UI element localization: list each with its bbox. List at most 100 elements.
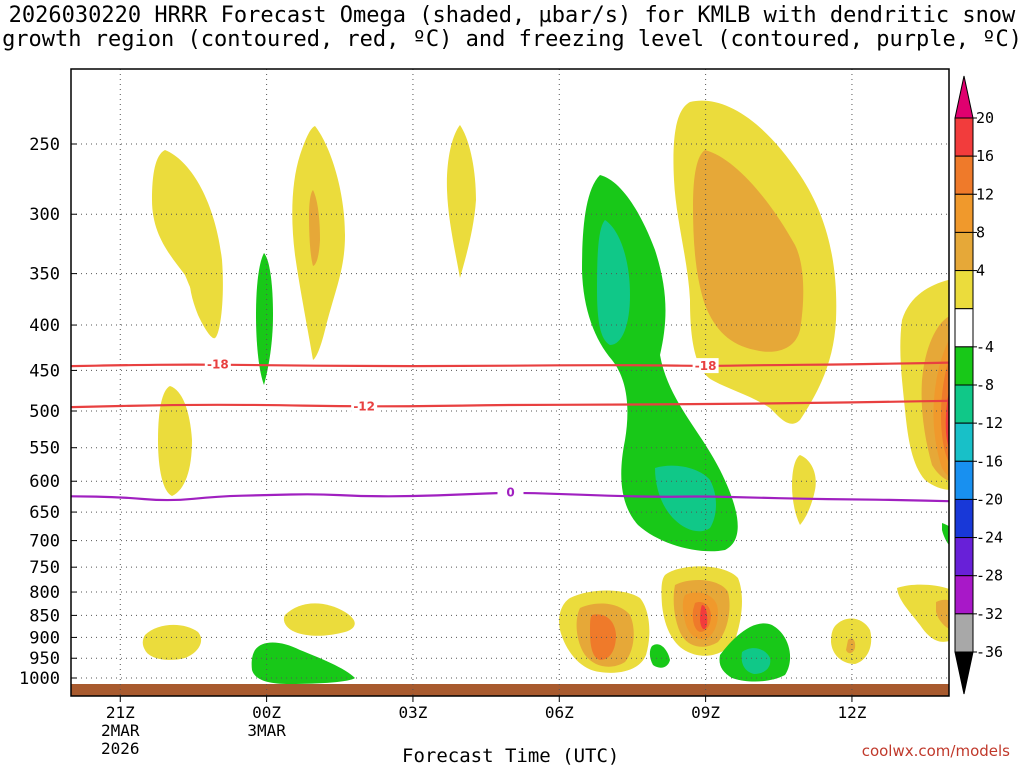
x-tick-sublabel: 3MAR: [247, 721, 286, 740]
colorbar-bottom-arrow: [954, 651, 974, 695]
y-tick-label: 500: [29, 402, 60, 422]
colorbar-label: -20: [976, 490, 1003, 508]
colorbar-bin: [954, 270, 974, 310]
y-tick-label: 550: [29, 439, 60, 459]
omega-downward-region: [597, 220, 630, 345]
x-tick-label: 06Z: [545, 703, 574, 722]
colorbar-top-arrow: [954, 75, 974, 119]
x-tick-label: 21Z: [106, 703, 135, 722]
omega-upward-region: [152, 150, 223, 338]
contour-label-bg: [351, 398, 378, 414]
contour-label-bg: [692, 358, 719, 374]
omega-upward-region: [936, 599, 949, 629]
y-tick-label: 450: [29, 361, 60, 381]
y-tick-label: 700: [29, 532, 60, 552]
omega-downward-region: [942, 523, 949, 546]
colorbar-label: 4: [976, 262, 985, 280]
colorbar-bin: [954, 117, 974, 157]
surface-strip: [71, 684, 949, 696]
plot-frame: [70, 68, 950, 697]
omega-upward-region: [142, 624, 202, 660]
contour-freezing-level: [71, 491, 949, 503]
y-tick-label: 850: [29, 606, 60, 626]
omega-upward-region: [189, 270, 215, 339]
colorbar-bin: [954, 193, 974, 233]
colorbar-label: 8: [976, 223, 985, 241]
colorbar-bin: [954, 384, 974, 424]
x-tick-label: 00Z: [252, 703, 281, 722]
omega-upward-region: [446, 125, 476, 278]
contour-label-bg: [204, 356, 231, 372]
x-tick-label: 03Z: [398, 703, 427, 722]
contour-dgz-minus12: [71, 399, 949, 409]
omega-downward-region: [649, 644, 670, 668]
omega-upward-region: [792, 455, 816, 525]
colorbar-bin: [954, 346, 974, 386]
y-tick-label: 300: [29, 205, 60, 225]
colorbar-label: 16: [976, 147, 994, 165]
y-tick-label: 800: [29, 583, 60, 603]
omega-upward-region: [945, 391, 949, 449]
colorbar-label: -4: [976, 338, 994, 356]
chart-title: 2026030220 HRRR Forecast Omega (shaded, …: [0, 4, 1024, 52]
y-tick-label: 950: [29, 649, 60, 669]
y-tick-label: 650: [29, 503, 60, 523]
y-tick-label: 400: [29, 316, 60, 336]
colorbar-label: 12: [976, 185, 994, 203]
omega-upward-region: [158, 386, 192, 496]
colorbar: 20 16 12 8 4 -4 -8 -12 -16 -20 -24 -28 -32 -36: [954, 75, 1003, 695]
x-axis-title: Forecast Time (UTC): [402, 745, 620, 767]
omega-upward-region: [897, 584, 949, 642]
omega-downward-region: [251, 642, 355, 684]
y-tick-label: 250: [29, 135, 60, 155]
colorbar-bin: [954, 498, 974, 539]
y-tick-label: 750: [29, 558, 60, 578]
x-tick-label: 09Z: [691, 703, 720, 722]
colorbar-label: -12: [976, 414, 1003, 432]
omega-upward-region: [700, 605, 708, 630]
contour-dgz-minus18: [71, 361, 949, 368]
contour-label: 0: [506, 486, 514, 500]
contour-label: -12: [353, 399, 375, 413]
colorbar-label: -28: [976, 567, 1003, 585]
colorbar-label: -32: [976, 605, 1003, 623]
colorbar-label: -16: [976, 452, 1003, 470]
y-tick-label: 900: [29, 628, 60, 648]
colorbar-label: 20: [976, 109, 994, 127]
colorbar-label: -24: [976, 529, 1003, 547]
colorbar-bin: [954, 422, 974, 462]
contour-label-bg: [497, 484, 524, 500]
colorbar-bin: [954, 231, 974, 272]
colorbar-bin: [954, 537, 974, 577]
colorbar-label: -36: [976, 643, 1003, 661]
contours: -18 -18 -12 0: [71, 356, 949, 503]
omega-downward-region: [655, 465, 716, 532]
omega-downward-region: [741, 648, 771, 674]
omega-upward-region: [283, 603, 355, 636]
colorbar-bin: [954, 613, 974, 653]
y-tick-label: 350: [29, 265, 60, 285]
y-tick-label: 600: [29, 472, 60, 492]
omega-downward-region: [256, 253, 273, 385]
chart-title-line-1: 2026030220 HRRR Forecast Omega (shaded, …: [8, 3, 1016, 28]
omega-upward-region: [693, 150, 804, 352]
contour-label: -18: [695, 359, 717, 373]
colorbar-bin: [954, 155, 974, 195]
colorbar-bin: [954, 575, 974, 615]
omega-upward-region: [846, 638, 856, 654]
watermark: coolwx.com/models: [861, 742, 1010, 760]
omega-upward-region: [590, 614, 616, 660]
contour-label: -18: [207, 358, 229, 372]
colorbar-bin: [954, 308, 974, 348]
omega-upward-region: [309, 190, 320, 266]
y-axis: 2503003504004505005506006507007508008509…: [19, 135, 77, 689]
colorbar-bin: [954, 460, 974, 500]
colorbar-label: -8: [976, 376, 994, 394]
chart-title-line-2: growth region (contoured, red, ºC) and f…: [2, 27, 1022, 52]
y-tick-label: 1000: [19, 669, 60, 689]
x-tick-label: 12Z: [837, 703, 866, 722]
omega-shading: [142, 100, 949, 684]
x-tick-sublabel: 2026: [101, 739, 140, 758]
